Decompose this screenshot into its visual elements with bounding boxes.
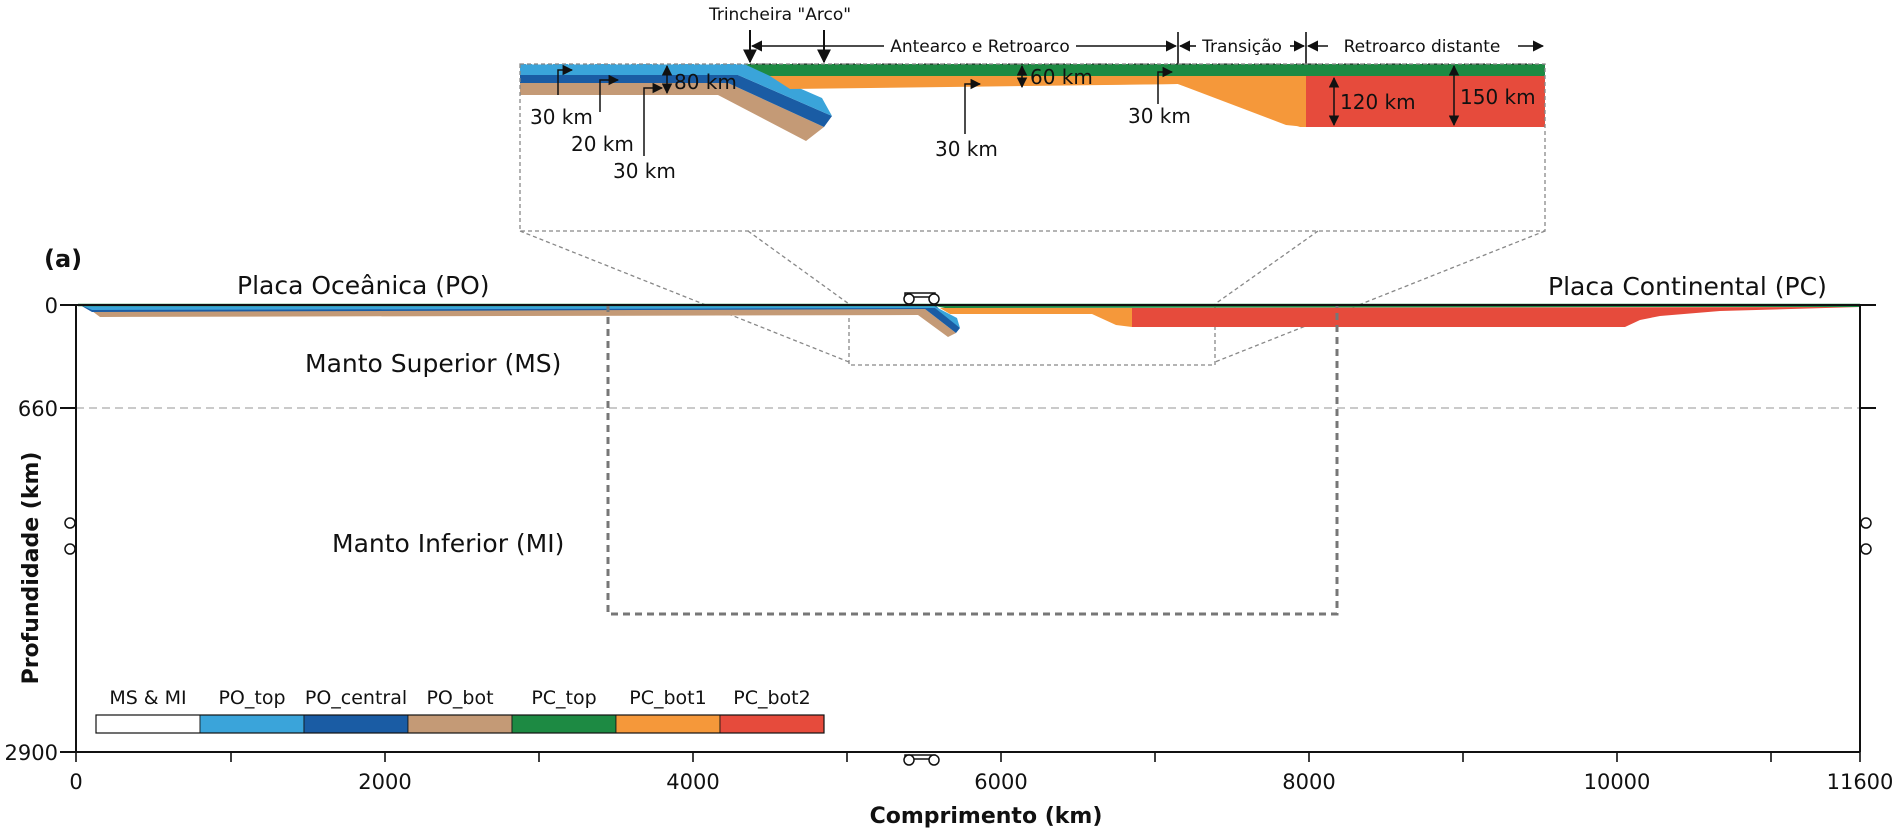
pc-transition-total-thickness: 120 km bbox=[1340, 90, 1416, 114]
inset-pc-top bbox=[744, 64, 1545, 76]
pc-forearc-total-thickness: 60 km bbox=[1030, 65, 1093, 89]
y-axis-title: Profundidade (km) bbox=[19, 452, 44, 685]
forearc-backarc-label: Antearco e Retroarco bbox=[890, 37, 1070, 57]
x-tick-marks bbox=[75, 752, 1861, 762]
upper-mantle-label: Manto Superior (MS) bbox=[305, 349, 561, 378]
y-tick-0: 0 bbox=[45, 294, 58, 318]
oceanic-plate-label: Placa Oceânica (PO) bbox=[237, 271, 490, 300]
transition-label: Transição bbox=[1201, 37, 1282, 57]
po-central-thickness: 20 km bbox=[571, 132, 634, 156]
pc-bot1-forearc bbox=[940, 308, 1084, 314]
x-tick-2000: 2000 bbox=[358, 770, 411, 794]
zoom-inset: Trincheira "Arco" Antearco e Retroarco T… bbox=[519, 5, 1546, 232]
legend-label-po-top: PO_top bbox=[218, 687, 285, 709]
inset-pc-bot1-forearc bbox=[770, 76, 1178, 89]
legend-swatch-po-central bbox=[303, 714, 409, 734]
legend-swatch-po-top bbox=[199, 714, 305, 734]
x-tick-11600: 11600 bbox=[1827, 770, 1894, 794]
legend-label-po-bot: PO_bot bbox=[426, 687, 493, 709]
continental-plate-label: Placa Continental (PC) bbox=[1548, 272, 1827, 301]
roller-left-icon bbox=[64, 517, 77, 555]
po-top-layer bbox=[78, 304, 960, 328]
inset-po-top bbox=[520, 64, 832, 116]
legend-label-pc-top: PC_top bbox=[531, 687, 596, 709]
pc-bot1-transition bbox=[1084, 308, 1132, 327]
pc-bot2-layer bbox=[1132, 307, 1860, 327]
lower-mantle-label: Manto Inferior (MI) bbox=[332, 529, 564, 558]
legend-label-po-central: PO_central bbox=[305, 687, 407, 709]
x-tick-4000: 4000 bbox=[666, 770, 719, 794]
legend-swatch-pc-bot2 bbox=[719, 714, 825, 734]
po-total-thickness: 80 km bbox=[674, 70, 737, 94]
legend-swatch-pc-bot1 bbox=[615, 714, 721, 734]
x-tick-0: 0 bbox=[69, 770, 82, 794]
pc-distant-total-thickness: 150 km bbox=[1460, 85, 1536, 109]
zoom-box bbox=[606, 305, 1339, 616]
inset-po-bot bbox=[520, 83, 824, 141]
x-tick-8000: 8000 bbox=[1282, 770, 1335, 794]
legend: MS & MI PO_top PO_central PO_bot PC_top … bbox=[95, 687, 825, 734]
x-axis-title: Comprimento (km) bbox=[870, 804, 1103, 829]
y-tick-660: 660 bbox=[18, 397, 58, 421]
distant-backarc-label: Retroarco distante bbox=[1344, 37, 1501, 57]
pc-transition-top-thickness: 30 km bbox=[1128, 104, 1191, 128]
legend-label-ms-mi: MS & MI bbox=[109, 687, 186, 709]
y-tick-2900: 2900 bbox=[5, 741, 58, 765]
roller-top-icon bbox=[903, 292, 940, 305]
legend-label-pc-bot1: PC_bot1 bbox=[629, 687, 706, 709]
zoom-connectors bbox=[519, 230, 1546, 366]
legend-swatch-po-bot bbox=[407, 714, 513, 734]
po-bot-layer bbox=[84, 305, 956, 337]
pc-forearc-top-thickness: 30 km bbox=[935, 137, 998, 161]
po-bot-thickness: 30 km bbox=[613, 159, 676, 183]
inset-pc-bot2 bbox=[1306, 76, 1545, 127]
x-tick-10000: 10000 bbox=[1584, 770, 1651, 794]
legend-swatch-ms-mi bbox=[95, 714, 201, 734]
inset-pc-bot1-transition bbox=[1178, 76, 1306, 127]
legend-swatches bbox=[95, 714, 825, 734]
legend-label-pc-bot2: PC_bot2 bbox=[733, 687, 810, 709]
roller-right-icon bbox=[1860, 517, 1872, 555]
x-tick-6000: 6000 bbox=[974, 770, 1027, 794]
roller-bottom-icon bbox=[903, 754, 940, 766]
inset-po-central bbox=[520, 75, 832, 127]
legend-swatch-pc-top bbox=[511, 714, 617, 734]
main-plot: Placa Oceânica (PO) Placa Continental (P… bbox=[5, 245, 1894, 829]
panel-label: (a) bbox=[44, 245, 82, 273]
po-top-thickness: 30 km bbox=[530, 105, 593, 129]
trench-label: Trincheira "Arco" bbox=[708, 5, 851, 25]
